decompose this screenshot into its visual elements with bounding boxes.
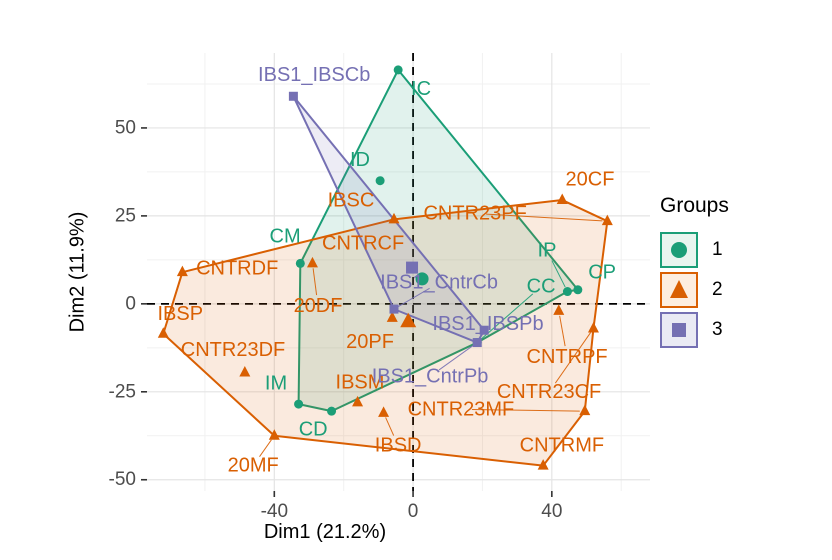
point-label-20DF: 20DF	[294, 295, 343, 317]
point-CNTR23CF	[587, 321, 599, 333]
point-label-CNTR23DF: CNTR23DF	[181, 339, 285, 361]
point-IBSD	[378, 406, 390, 417]
point-label-IBS1_CntrPb: IBS1_CntrPb	[372, 365, 489, 387]
point-20DF	[306, 256, 318, 268]
square-key-icon	[660, 312, 698, 348]
point-IBSM	[352, 395, 364, 407]
point-IP	[562, 287, 572, 297]
point-IBS1_CntrCb	[389, 304, 399, 314]
point-CNTRPF	[553, 304, 565, 315]
point-ID	[375, 176, 385, 186]
x-tick-label: -40	[261, 501, 288, 522]
point-IM	[294, 399, 304, 409]
hull-group-2	[162, 199, 609, 467]
legend-items: 1 2 3	[660, 232, 729, 348]
legend-label-2: 2	[712, 279, 723, 300]
point-label-CNTR23MF: CNTR23MF	[408, 398, 515, 420]
point-label-IP: IP	[538, 240, 557, 262]
point-label-CP: CP	[588, 262, 616, 284]
point-label-IBS1_CntrCb: IBS1_CntrCb	[380, 272, 498, 294]
x-tick-label: 40	[541, 501, 562, 522]
mean-point-group-2	[400, 312, 417, 328]
leader-IBS1_CntrCb	[398, 287, 430, 308]
point-label-IM: IM	[265, 372, 287, 394]
point-CNTR23MF	[579, 404, 591, 416]
point-label-20MF: 20MF	[228, 455, 279, 477]
point-label-20CF: 20CF	[566, 168, 615, 190]
legend-item-1: 1	[660, 232, 729, 268]
point-20PF	[386, 311, 398, 322]
point-label-CNTRPF: CNTRPF	[527, 346, 608, 368]
point-label-IBSP: IBSP	[158, 303, 204, 325]
point-IBSP	[157, 327, 169, 338]
point-label-CM: CM	[270, 226, 301, 248]
y-tick-label: 0	[125, 293, 136, 314]
point-CNTR23PF	[601, 214, 613, 226]
point-CP	[573, 285, 583, 295]
point-label-IC: IC	[411, 78, 431, 100]
leader-CNTR23PF	[486, 213, 603, 222]
x-axis-title: Dim1 (21.2%)	[263, 521, 387, 543]
point-CM	[295, 258, 305, 268]
point-CNTRMF	[537, 459, 549, 470]
point-IBS1_IBSPb	[479, 325, 489, 335]
point-CNTR23DF	[239, 365, 251, 377]
point-label-CNTRMF: CNTRMF	[520, 435, 604, 457]
point-label-CNTR23PF: CNTR23PF	[423, 202, 526, 224]
mean-point-group-3	[406, 261, 419, 274]
point-label-IBSM: IBSM	[336, 371, 385, 393]
point-label-20PF: 20PF	[346, 331, 394, 353]
leader-IP	[551, 260, 566, 288]
point-label-IBS1_IBSPb: IBS1_IBSPb	[432, 313, 543, 335]
point-label-CNTR23CF: CNTR23CF	[497, 381, 601, 403]
x-tick-label: 0	[408, 501, 419, 522]
leader-CNTR23MF	[471, 409, 580, 412]
point-20CF	[556, 193, 568, 205]
legend-title: Groups	[660, 194, 729, 217]
point-CD	[327, 406, 337, 416]
mean-point-group-1	[415, 272, 429, 286]
legend: Groups 1 2 3	[660, 194, 729, 352]
point-label-CD: CD	[299, 418, 328, 440]
leader-20MF	[259, 439, 272, 457]
y-axis-title: Dim2 (11.9%)	[66, 211, 89, 333]
leader-CC	[480, 293, 534, 340]
legend-item-2: 2	[660, 272, 729, 308]
leader-IBS1_CntrPb	[438, 345, 474, 371]
triangle-key-icon	[660, 272, 698, 308]
leader-CNTRPF	[559, 315, 566, 347]
legend-label-1: 1	[712, 239, 723, 260]
point-label-ID: ID	[350, 149, 370, 171]
y-tick-label: -25	[109, 381, 136, 402]
legend-label-3: 3	[712, 319, 723, 340]
y-tick-label: 50	[115, 117, 136, 138]
leader-20DF	[312, 268, 318, 296]
leader-CNTR23CF	[554, 332, 592, 384]
point-label-IBSC: IBSC	[328, 189, 375, 211]
point-IC	[393, 65, 403, 75]
point-label-CNTRDF: CNTRDF	[196, 258, 278, 280]
point-label-CC: CC	[527, 276, 556, 298]
legend-item-3: 3	[660, 312, 729, 348]
leader-IBSD	[385, 417, 395, 436]
point-IBS1_IBSCb	[288, 91, 298, 101]
point-IBS1_CntrPb	[472, 338, 482, 348]
point-IBSC	[388, 212, 400, 224]
point-label-CNTRCF: CNTRCF	[322, 233, 404, 255]
point-label-IBS1_IBSCb: IBS1_IBSCb	[258, 64, 370, 86]
circle-key-icon	[660, 232, 698, 268]
point-20MF	[268, 429, 280, 440]
y-tick-label: 25	[115, 205, 136, 226]
y-tick-label: -50	[109, 469, 136, 490]
point-label-IBSD: IBSD	[375, 435, 422, 457]
point-CNTRDF	[176, 265, 188, 277]
